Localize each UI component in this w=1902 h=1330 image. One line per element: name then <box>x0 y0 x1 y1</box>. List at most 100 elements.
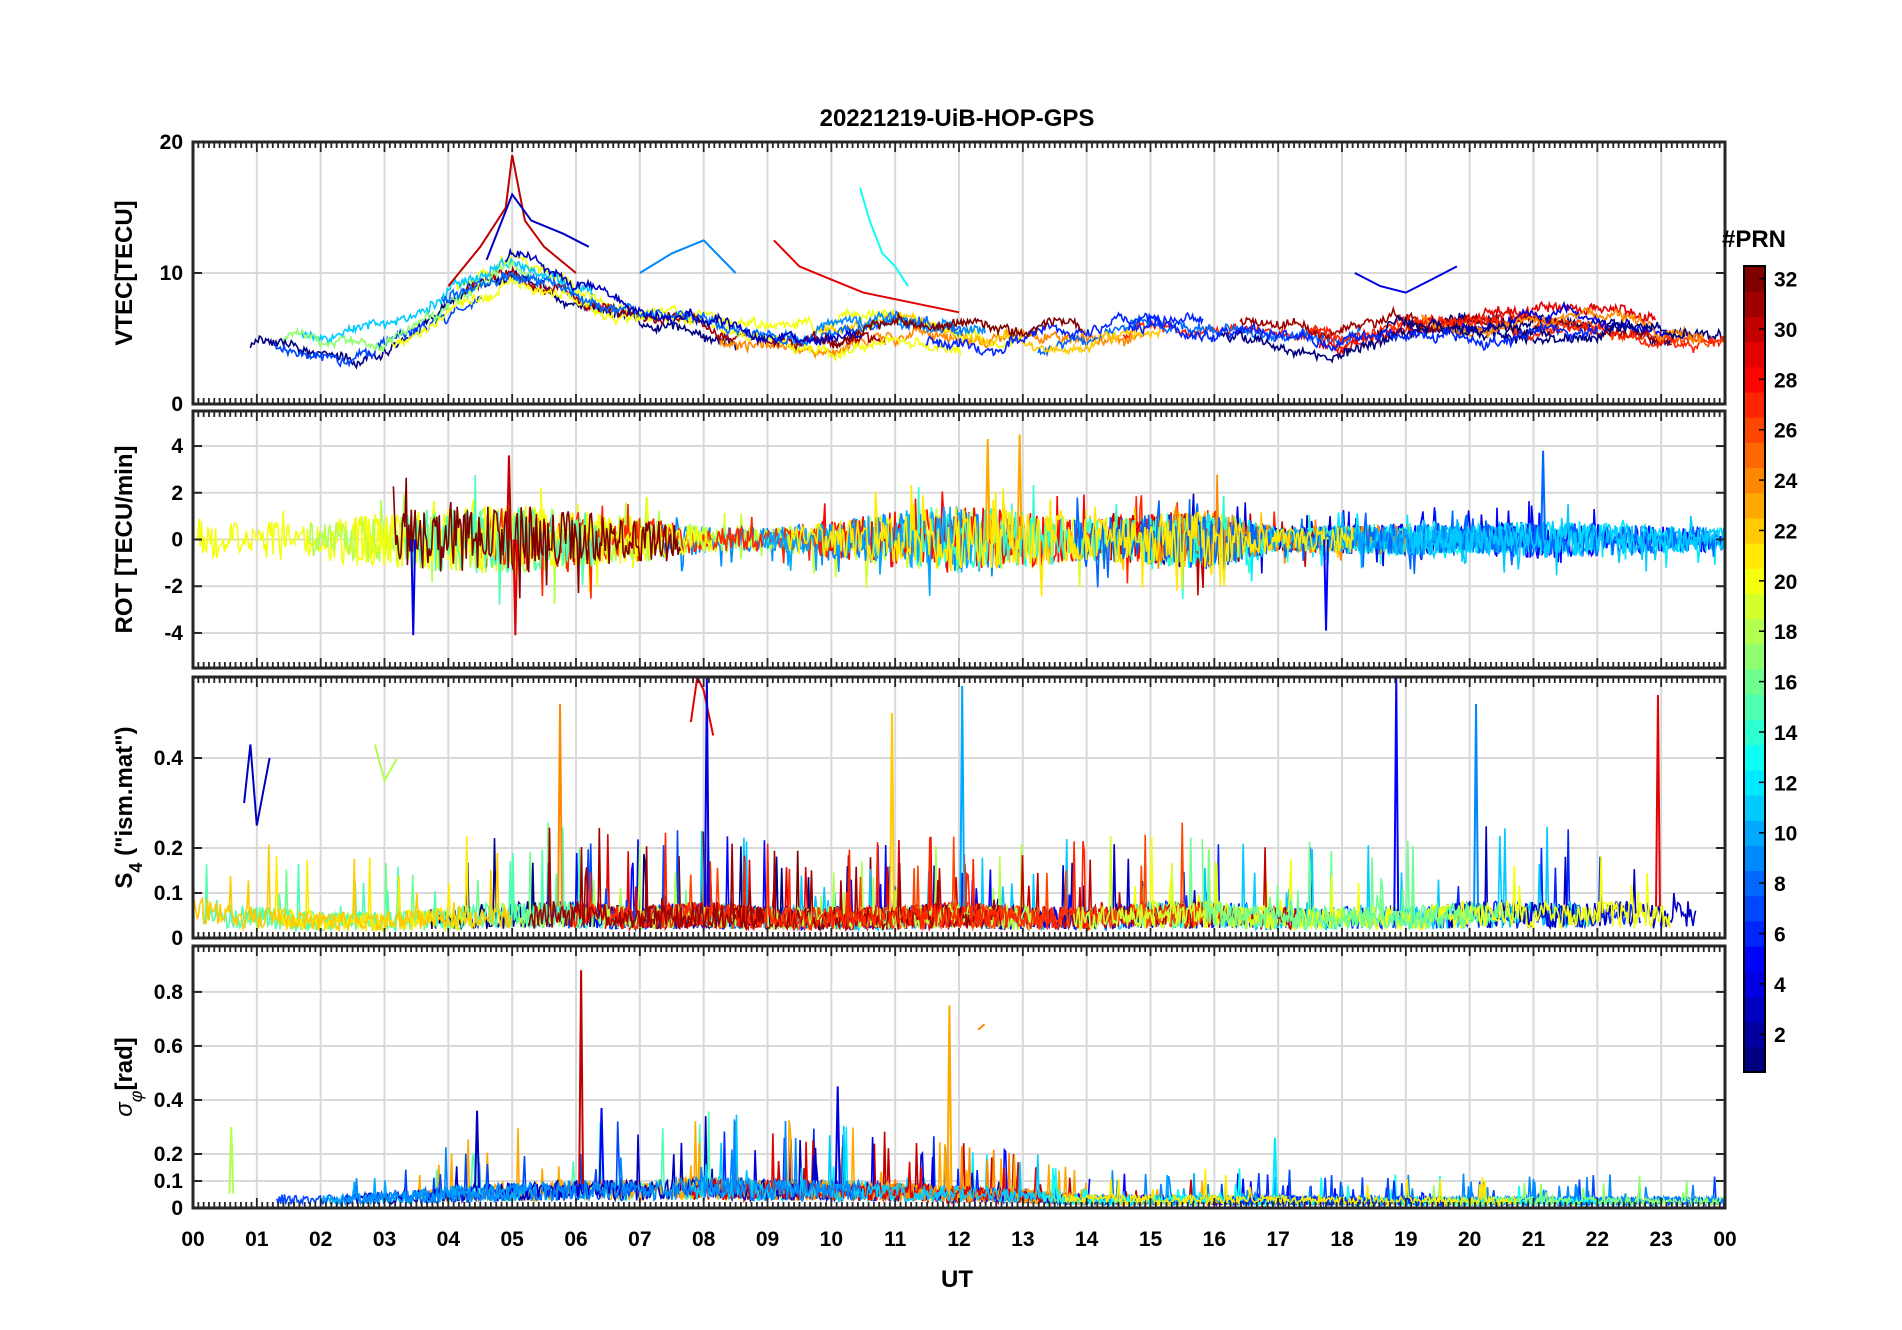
prn-peak <box>1016 434 1023 540</box>
colorbar-tick-label: 32 <box>1774 269 1797 292</box>
prn-trace-highlight <box>243 744 271 826</box>
prn-peak <box>1393 677 1400 912</box>
prn-peak <box>578 970 585 1184</box>
x-ticks <box>192 142 1726 404</box>
y-tick-label: -2 <box>164 575 183 598</box>
prn-trace <box>193 844 513 932</box>
chart-title: 20221219-UiB-HOP-GPS <box>820 105 1095 132</box>
colorbar-block <box>1744 593 1765 620</box>
x-tick-label: 08 <box>692 1228 716 1251</box>
colorbar-block <box>1744 669 1765 695</box>
prn-peak <box>1655 694 1661 907</box>
y-axis: -4 -2 0 2 4 <box>164 435 1725 645</box>
prn-trace <box>390 276 962 362</box>
x-ticks <box>192 677 1726 938</box>
prn-trace-highlight <box>773 239 960 314</box>
colorbar-tick-label: 12 <box>1774 772 1797 795</box>
y-axis-label: VTEC[TECU] <box>111 200 138 345</box>
colorbar-block <box>1744 769 1765 796</box>
x-tick-label: 20 <box>1458 1228 1481 1251</box>
y-tick-label: 0 <box>171 1197 183 1220</box>
y-tick-label: -4 <box>164 622 183 645</box>
prn-trace <box>727 850 1002 932</box>
y-tick-label: 2 <box>171 482 183 505</box>
colorbar-tick-label: 22 <box>1774 520 1797 543</box>
colorbar-tick-label: 2 <box>1774 1024 1786 1047</box>
prn-peak <box>1540 450 1546 540</box>
colorbar-block <box>1744 366 1765 393</box>
colorbar-block <box>1744 1021 1765 1048</box>
traces <box>196 434 1725 636</box>
prn-trace-highlight <box>373 744 399 784</box>
colorbar-block <box>1744 291 1765 317</box>
y-axis-label: S4 ("ism.mat") <box>111 726 146 888</box>
x-tick-label: 23 <box>1649 1228 1672 1251</box>
y-tick-label: 0.2 <box>154 1143 183 1166</box>
colorbar-frame <box>1743 265 1766 1073</box>
prn-trace <box>1406 504 1725 576</box>
x-tick-label: 05 <box>500 1228 524 1251</box>
prn-trace <box>528 827 764 932</box>
prn-peak <box>506 455 512 540</box>
colorbar-block <box>1744 694 1765 720</box>
colorbar-tick-label: 30 <box>1774 319 1797 342</box>
traces <box>193 677 1697 934</box>
y-tick-label: 0.8 <box>154 981 184 1004</box>
colorbar-block <box>1744 996 1765 1023</box>
colorbar-tick-label: 24 <box>1774 470 1798 493</box>
x-axis: 00 01 02 03 04 05 06 07 08 09 10 11 12 13 14 15 16 17 18 19… <box>181 1228 1736 1251</box>
prn-trace <box>1424 1175 1725 1208</box>
colorbar-block <box>1744 920 1765 947</box>
colorbar-block <box>1744 492 1765 519</box>
x-tick-label: 19 <box>1394 1228 1417 1251</box>
y-tick-label: 4 <box>171 435 183 458</box>
prn-trace-highlight <box>485 192 590 261</box>
x-axis-label: UT <box>941 1266 973 1293</box>
prn-peak <box>834 1086 841 1184</box>
x-tick-label: 10 <box>820 1228 843 1251</box>
prn-trace <box>1127 837 1671 931</box>
y-tick-label: 0.1 <box>154 1170 184 1193</box>
y-axis-label: ROT [TECU/min] <box>111 446 138 634</box>
prn-trace <box>689 1121 1045 1205</box>
colorbar-tick-label: 16 <box>1774 672 1797 695</box>
prn-trace <box>814 311 1084 350</box>
x-tick-label: 09 <box>756 1228 779 1251</box>
prn-trace <box>570 832 1106 932</box>
prn-trace-highlight <box>1354 265 1458 294</box>
colorbar-block <box>1744 316 1765 343</box>
prn-trace-highlight <box>859 187 909 287</box>
colorbar-block <box>1744 568 1765 595</box>
colorbar-block <box>1744 719 1765 746</box>
prn-trace-highlight <box>447 154 577 287</box>
prn-peak <box>703 677 710 907</box>
prn-trace <box>282 260 541 352</box>
x-tick-label: 16 <box>1203 1228 1226 1251</box>
panels: 0 10 20 VTEC[TECU] -4 -2 0 2 4 ROT [TECU/min] 0 0.1… <box>111 131 1727 1220</box>
prn-peak <box>228 1126 235 1194</box>
x-tick-label: 13 <box>1011 1228 1034 1251</box>
colorbar-block <box>1744 971 1765 998</box>
y-tick-label: 0.2 <box>154 837 183 860</box>
prn-trace <box>504 247 862 346</box>
y-axis: 0 0.1 0.2 0.4 <box>154 747 1725 950</box>
prn-peak <box>598 1108 605 1184</box>
colorbar-block <box>1744 643 1765 670</box>
colorbar-tick-label: 18 <box>1774 621 1798 644</box>
x-tick-label: 21 <box>1522 1228 1546 1251</box>
x-tick-label: 00 <box>1713 1228 1736 1251</box>
prn-trace-highlight <box>639 239 737 274</box>
x-tick-label: 12 <box>947 1228 970 1251</box>
traces <box>249 154 1725 370</box>
y-tick-label: 0 <box>171 927 183 950</box>
prn-trace <box>341 1119 863 1206</box>
colorbar-tick-label: 8 <box>1774 873 1786 896</box>
prn-trace <box>1268 512 1515 569</box>
x-tick-label: 03 <box>373 1228 396 1251</box>
colorbar-block <box>1744 845 1765 872</box>
y-tick-label: 0 <box>171 393 183 416</box>
colorbar-block <box>1744 266 1765 292</box>
prn-trace <box>925 311 1204 357</box>
